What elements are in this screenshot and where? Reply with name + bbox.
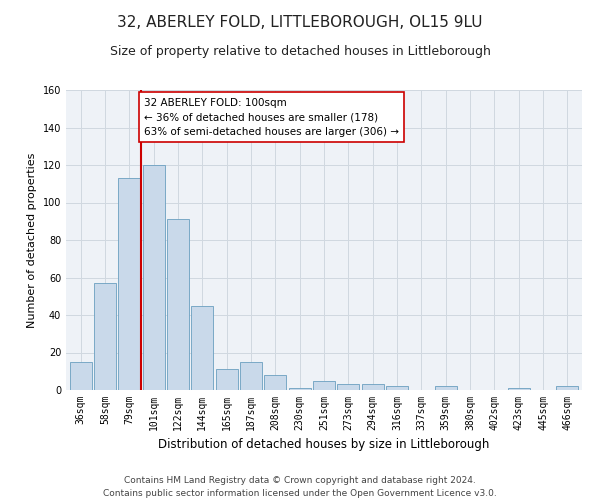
Bar	[143, 165, 164, 390]
Bar	[313, 380, 335, 390]
Bar	[386, 386, 408, 390]
Bar	[362, 384, 383, 390]
Text: Contains HM Land Registry data © Crown copyright and database right 2024.
Contai: Contains HM Land Registry data © Crown c…	[103, 476, 497, 498]
Bar	[94, 283, 116, 390]
Bar	[70, 362, 92, 390]
Bar	[215, 370, 238, 390]
Text: 32, ABERLEY FOLD, LITTLEBOROUGH, OL15 9LU: 32, ABERLEY FOLD, LITTLEBOROUGH, OL15 9L…	[117, 15, 483, 30]
Bar	[191, 306, 213, 390]
Bar	[337, 384, 359, 390]
Bar	[167, 220, 189, 390]
Bar	[265, 375, 286, 390]
Bar	[556, 386, 578, 390]
Bar	[508, 388, 530, 390]
Y-axis label: Number of detached properties: Number of detached properties	[27, 152, 37, 328]
Bar	[240, 362, 262, 390]
Text: 32 ABERLEY FOLD: 100sqm
← 36% of detached houses are smaller (178)
63% of semi-d: 32 ABERLEY FOLD: 100sqm ← 36% of detache…	[144, 98, 399, 137]
Text: Size of property relative to detached houses in Littleborough: Size of property relative to detached ho…	[110, 45, 490, 58]
X-axis label: Distribution of detached houses by size in Littleborough: Distribution of detached houses by size …	[158, 438, 490, 452]
Bar	[289, 388, 311, 390]
Bar	[435, 386, 457, 390]
Bar	[118, 178, 140, 390]
